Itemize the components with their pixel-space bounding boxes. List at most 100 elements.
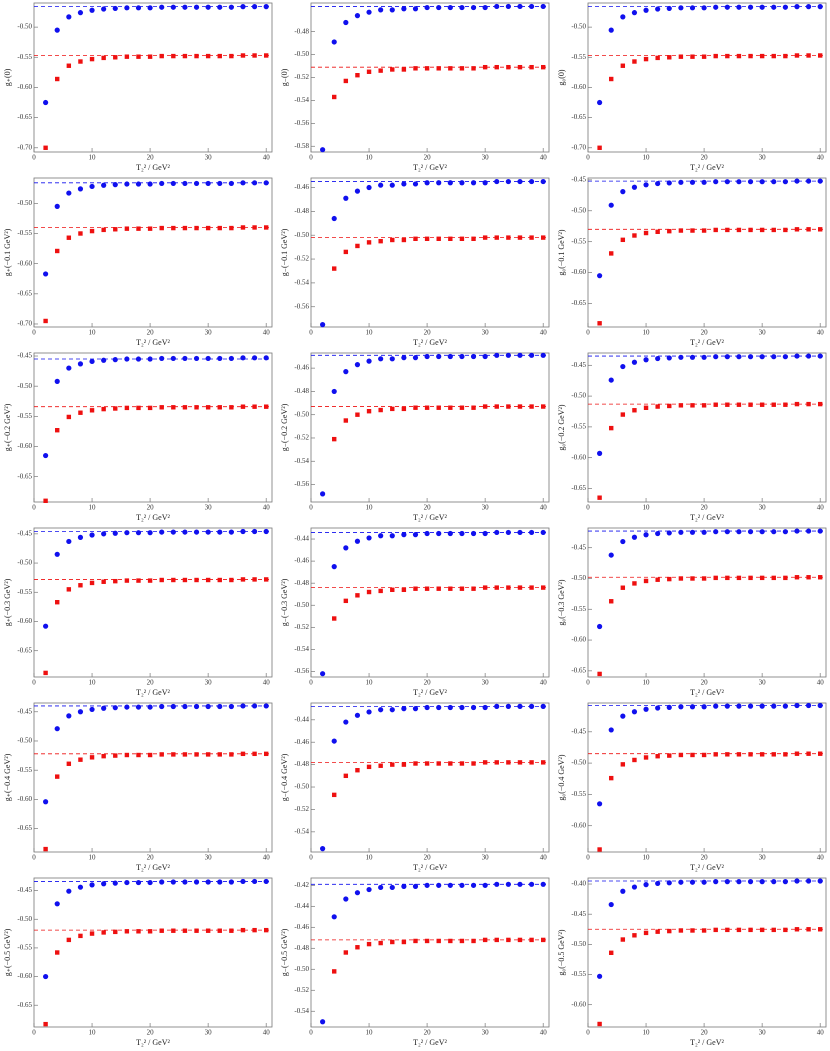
point	[806, 227, 811, 232]
point	[771, 529, 777, 535]
point	[194, 928, 199, 933]
point	[343, 950, 349, 955]
point	[771, 354, 777, 360]
point	[517, 585, 523, 590]
y-tick-label: -0.50	[294, 50, 309, 58]
point	[412, 706, 419, 712]
y-tick-label: -0.45	[571, 175, 586, 183]
point	[171, 752, 176, 757]
point	[366, 240, 372, 245]
point	[736, 53, 742, 59]
x-axis-label: T₂² / GeV²	[136, 513, 170, 522]
point	[759, 575, 765, 581]
point	[54, 726, 60, 732]
y-tick-label: -0.44	[294, 902, 309, 910]
point	[43, 498, 48, 503]
point	[135, 704, 142, 710]
point	[77, 709, 84, 715]
point	[667, 228, 672, 234]
point	[713, 4, 719, 10]
point	[101, 881, 107, 887]
point	[609, 950, 614, 956]
point	[182, 752, 188, 757]
point	[655, 530, 661, 537]
point	[759, 4, 765, 10]
point	[701, 403, 707, 408]
point	[631, 884, 638, 890]
point	[101, 579, 106, 584]
point	[817, 528, 823, 534]
point	[643, 755, 649, 760]
point	[43, 145, 48, 150]
point	[332, 792, 337, 798]
x-tick-label: 40	[540, 154, 548, 162]
point	[124, 704, 130, 710]
x-tick-label: 40	[817, 154, 825, 162]
point	[713, 179, 719, 185]
y-tick-label: -0.50	[17, 23, 32, 31]
point	[678, 752, 684, 758]
x-tick-label: 0	[32, 1029, 36, 1037]
point	[366, 886, 372, 893]
point	[378, 68, 383, 73]
point	[689, 179, 696, 185]
point	[320, 846, 326, 852]
x-tick-label: 20	[147, 1029, 155, 1037]
point	[447, 530, 453, 537]
point	[620, 63, 626, 68]
point	[320, 671, 326, 677]
point	[747, 529, 754, 535]
x-tick-label: 40	[540, 329, 548, 337]
point	[470, 704, 477, 711]
y-tick-label: -0.55	[17, 412, 32, 420]
x-axis-label: T₂² / GeV²	[413, 163, 447, 172]
point	[459, 353, 465, 360]
point	[540, 404, 546, 409]
point	[228, 4, 234, 10]
point	[517, 178, 523, 185]
point	[805, 528, 812, 534]
point	[505, 352, 511, 358]
point	[655, 754, 660, 759]
point	[263, 53, 269, 58]
point	[482, 235, 488, 240]
x-tick-label: 30	[482, 679, 490, 687]
point	[217, 4, 223, 10]
point	[528, 178, 535, 185]
x-tick-label: 30	[759, 1029, 767, 1037]
x-tick-label: 40	[540, 504, 548, 512]
point	[759, 752, 765, 757]
point	[263, 878, 269, 885]
point	[771, 402, 776, 407]
point	[608, 552, 614, 558]
point	[389, 707, 395, 713]
point	[620, 189, 626, 195]
point	[482, 704, 488, 711]
point	[355, 945, 360, 950]
point	[78, 757, 83, 762]
point	[343, 545, 349, 551]
point	[540, 64, 546, 70]
point	[643, 706, 649, 712]
point	[759, 53, 765, 59]
point	[378, 533, 384, 539]
point	[159, 879, 165, 885]
point	[43, 623, 49, 629]
point	[447, 4, 453, 11]
point	[66, 190, 72, 196]
point	[736, 402, 742, 407]
point	[759, 227, 765, 233]
point	[66, 14, 72, 20]
point	[689, 879, 696, 885]
point	[794, 927, 800, 932]
point	[331, 388, 337, 395]
x-tick-label: 20	[701, 329, 709, 337]
point	[482, 404, 488, 409]
point	[55, 950, 60, 955]
point	[597, 495, 602, 500]
y-tick-label: -0.54	[294, 827, 309, 835]
point	[701, 179, 707, 185]
point	[135, 356, 142, 362]
point	[193, 180, 200, 187]
y-tick-label: -0.60	[571, 453, 586, 461]
